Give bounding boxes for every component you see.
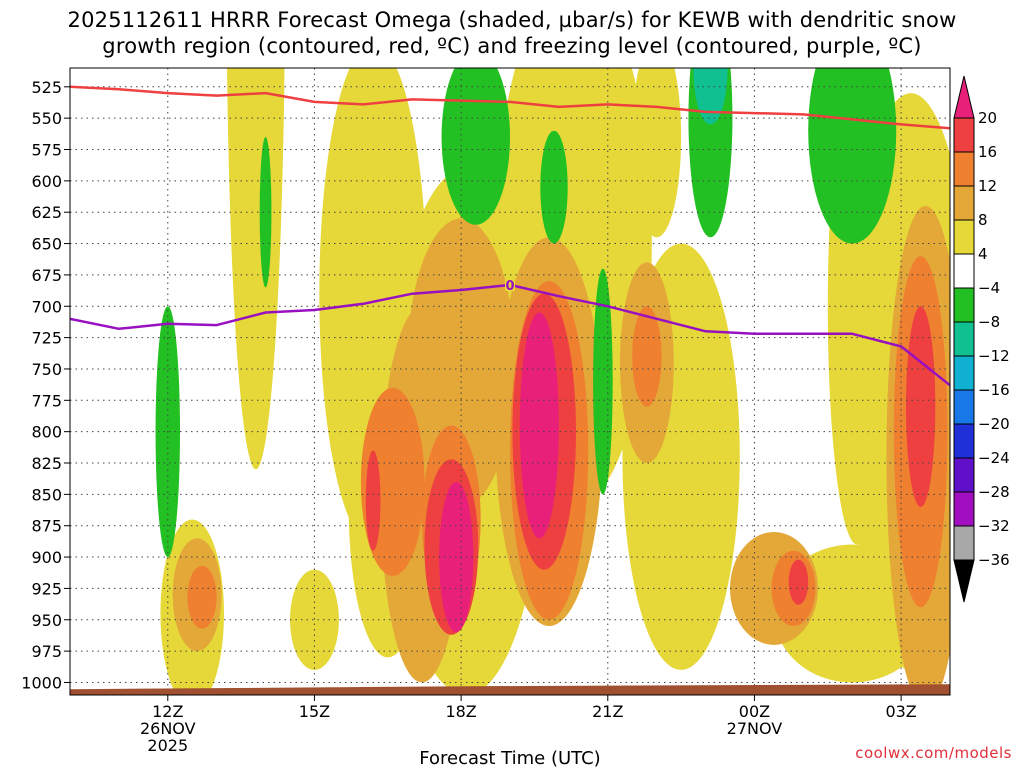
omega-region-14: [407, 218, 515, 507]
omega-region-23: [632, 306, 662, 407]
y-tick-label-800: 800: [31, 423, 62, 442]
omega-region-38: [540, 130, 568, 244]
colorbar-label-11: −28: [978, 483, 1010, 501]
omega-region-33: [441, 68, 510, 225]
colorbar-swatch-8: [953, 389, 975, 425]
terrain-ground: [70, 684, 950, 695]
omega-region-7: [632, 68, 682, 238]
colorbar-swatch-1: [953, 151, 975, 187]
colorbar-label-8: −16: [978, 381, 1010, 399]
colorbar-swatch-4: [953, 253, 975, 289]
colorbar-label-0: 20: [978, 109, 997, 127]
omega-region-29: [788, 559, 809, 605]
colorbar-label-12: −32: [978, 517, 1010, 535]
omega-region-19: [187, 565, 217, 629]
y-tick-label-875: 875: [31, 517, 62, 536]
colorbar-label-2: 12: [978, 177, 997, 195]
y-tick-label-525: 525: [31, 78, 62, 97]
x-tick-label-21Z: 21Z: [592, 702, 623, 721]
x-tick-label-03Z: 03Z: [885, 702, 916, 721]
y-tick-label-850: 850: [31, 485, 62, 504]
y-tick-label-650: 650: [31, 235, 62, 254]
y-tick-label-575: 575: [31, 141, 62, 160]
y-tick-label-750: 750: [31, 360, 62, 379]
y-tick-label-900: 900: [31, 548, 62, 567]
colorbar-swatch-7: [953, 355, 975, 391]
y-tick-label-975: 975: [31, 642, 62, 661]
y-tick-label-675: 675: [31, 266, 62, 285]
omega-shaded-field: [155, 68, 950, 695]
credit-text: coolwx.com/models: [855, 744, 1012, 762]
colorbar-label-5: −4: [978, 279, 1000, 297]
colorbar: 20 16 12 8 4 −4 −8 −12 −16 −20 −24 −28 −32 −36: [953, 75, 1010, 603]
colorbar-label-1: 16: [978, 143, 997, 161]
omega-region-35: [808, 68, 897, 244]
freezing-level-label-bg: [505, 276, 515, 291]
x-tick-year-12Z: 2025: [147, 736, 188, 755]
colorbar-label-6: −8: [978, 313, 1000, 331]
y-tick-label-725: 725: [31, 329, 62, 348]
y-tick-label-925: 925: [31, 579, 62, 598]
grid-lines: [70, 68, 950, 695]
omega-region-32: [519, 312, 559, 539]
y-axis-ticks: 525 550 575 600 625 650 675 700 725 750 775 800 825 8…: [21, 78, 70, 692]
colorbar-swatch-10: [953, 457, 975, 493]
y-tick-label-1000: 1000: [21, 673, 62, 692]
omega-region-39: [595, 368, 611, 470]
omega-region-41: [840, 68, 855, 119]
colorbar-label-3: 8: [978, 211, 988, 229]
colorbar-swatch-12: [953, 525, 975, 561]
colorbar-swatch-2: [953, 185, 975, 221]
y-tick-label-700: 700: [31, 297, 62, 316]
x-tick-label-15Z: 15Z: [299, 702, 330, 721]
dendritic-growth-contour: [70, 85, 950, 130]
chart-title-line-2: growth region (contoured, red, ºC) and f…: [102, 34, 921, 58]
x-tick-label-00Z: 00Z: [739, 702, 770, 721]
colorbar-label-10: −24: [978, 449, 1010, 467]
plot-frame: [69, 67, 951, 696]
chart-title-line-1: 2025112611 HRRR Forecast Omega (shaded, …: [68, 8, 957, 32]
colorbar-swatch-9: [953, 423, 975, 459]
colorbar-label-7: −12: [978, 347, 1010, 365]
y-tick-label-825: 825: [31, 454, 62, 473]
omega-region-30: [906, 306, 936, 507]
colorbar-swatch-6: [953, 321, 975, 357]
colorbar-label-4: 4: [978, 245, 988, 263]
y-tick-label-625: 625: [31, 203, 62, 222]
omega-region-37: [259, 136, 272, 288]
ground-surface: [70, 684, 950, 695]
colorbar-swatch-5: [953, 287, 975, 323]
temperature-contours: 0: [70, 85, 950, 387]
y-tick-label-550: 550: [31, 109, 62, 128]
omega-region-26: [365, 450, 381, 551]
omega-region-2: [290, 569, 339, 670]
x-tick-label-18Z: 18Z: [445, 702, 476, 721]
y-tick-label-600: 600: [31, 172, 62, 191]
colorbar-label-13: −36: [978, 551, 1010, 569]
y-tick-label-950: 950: [31, 611, 62, 630]
x-axis-title: Forecast Time (UTC): [419, 748, 600, 768]
colorbar-label-9: −20: [978, 415, 1010, 433]
freezing-level-label: 0: [505, 279, 514, 294]
y-tick-label-775: 775: [31, 391, 62, 410]
x-tick-label-12Z: 12Z: [152, 702, 183, 721]
colorbar-swatch-0: [953, 117, 975, 153]
x-tick-date-00Z: 27NOV: [727, 719, 783, 738]
x-tick-date-12Z: 26NOV: [140, 719, 196, 738]
colorbar-bottom-arrow: [953, 559, 975, 603]
colorbar-swatch-3: [953, 219, 975, 255]
colorbar-top-arrow: [953, 75, 975, 119]
colorbar-swatch-11: [953, 491, 975, 527]
